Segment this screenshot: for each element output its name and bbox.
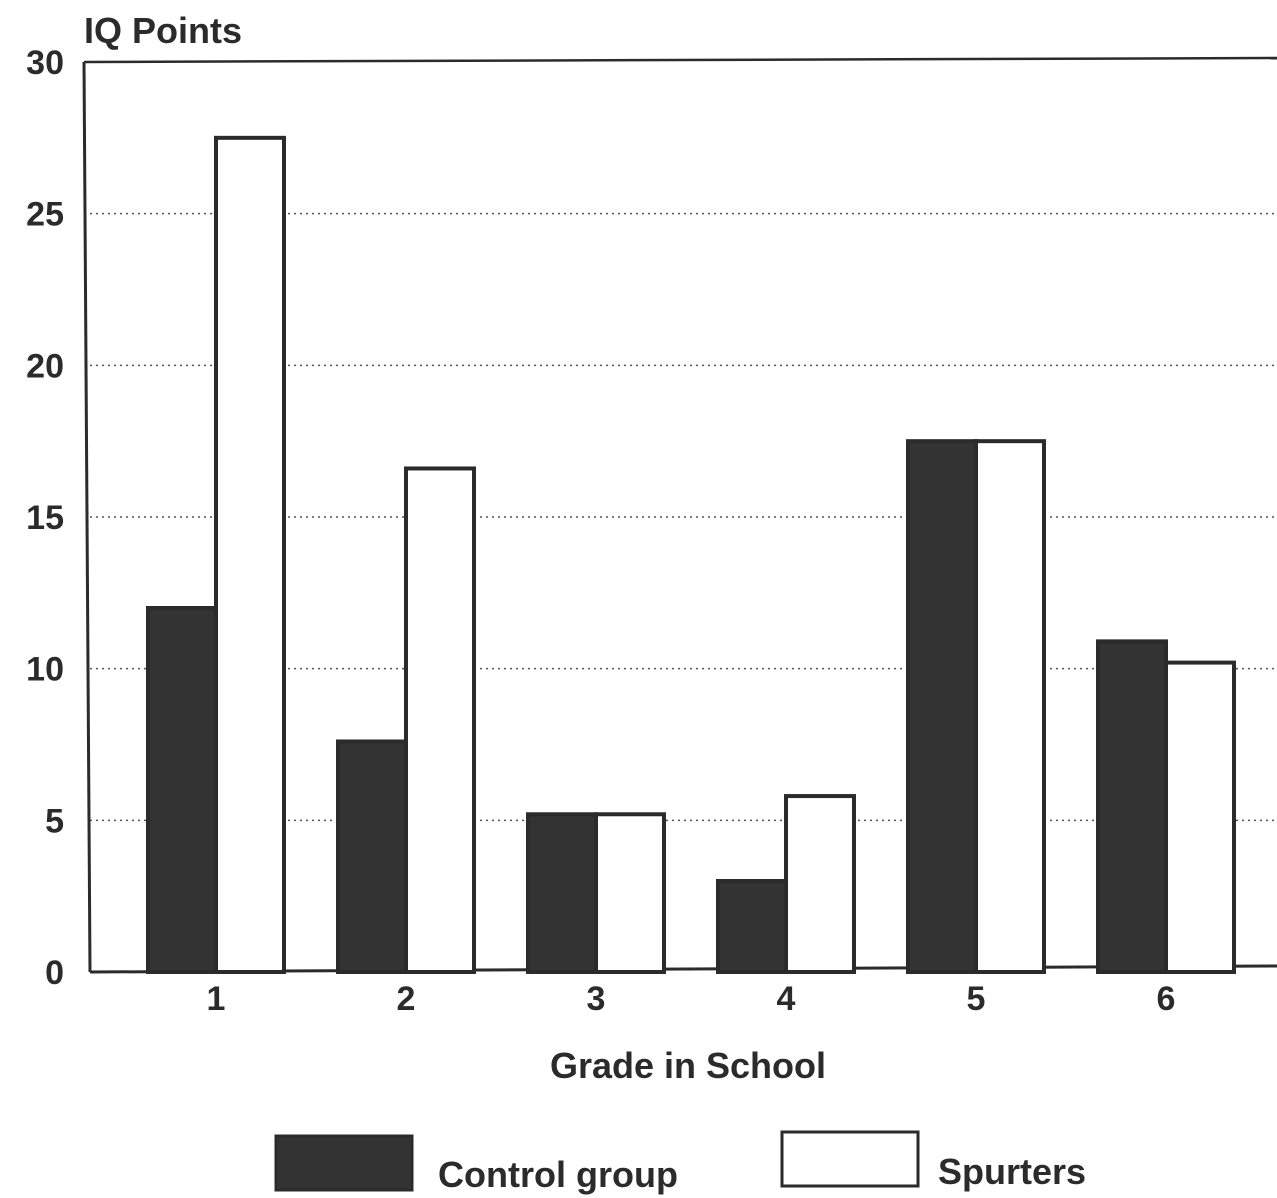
bar-spurters-grade-1 [214,135,286,975]
x-tick-label: 6 [1157,980,1176,1018]
y-tick-label: 0 [45,954,64,992]
legend-label-spurters: Spurters [938,1151,1086,1192]
bar-control-group-grade-6 [1096,639,1168,974]
legend-label-control-group: Control group [438,1154,678,1195]
y-tick-label: 25 [26,196,64,234]
y-tick-labels: 0 5 10 15 20 25 30 [26,44,64,992]
legend-swatch-spurters [780,1130,920,1188]
y-axis-line [82,61,92,973]
axes [82,56,1277,974]
bar-spurters-grade-3 [594,812,666,974]
bar-control-group-grade-1 [146,606,218,974]
y-tick-label: 5 [45,802,64,840]
x-tick-label: 4 [777,980,796,1018]
category-labels: 1 2 3 4 5 6 [207,980,1176,1018]
bar-spurters-grade-5 [974,439,1046,974]
bar-control-group-grade-2 [336,739,408,975]
x-tick-label: 5 [967,980,986,1018]
y-tick-label: 30 [26,44,64,82]
bar-spurters-grade-4 [784,794,856,974]
y-tick-label: 10 [26,651,64,689]
x-axis-title: Grade in School [550,1045,826,1086]
bar-control-group-grade-4 [716,879,788,974]
bar-control-group-grade-5 [906,439,978,974]
top-frame-line [83,56,1277,64]
bar-spurters-grade-2 [404,466,476,974]
bar-spurters-grade-6 [1164,660,1236,974]
x-tick-label: 3 [587,980,606,1018]
legend-swatch-control-group [274,1134,414,1192]
y-tick-label: 20 [26,347,64,385]
x-axis-line [89,964,1277,974]
bars [146,135,1236,975]
legend: Control group Spurters [274,1130,1086,1195]
y-tick-label: 15 [26,499,64,537]
bar-control-group-grade-3 [526,812,598,974]
x-tick-label: 2 [397,980,416,1018]
x-tick-label: 1 [207,980,226,1018]
y-axis-title: IQ Points [84,10,242,51]
